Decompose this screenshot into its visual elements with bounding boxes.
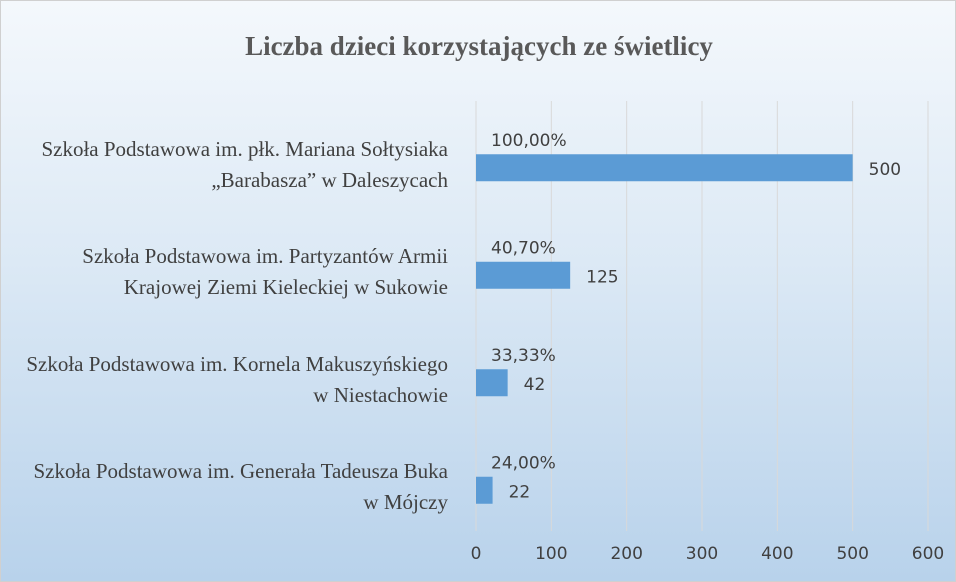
category-label: Szkoła Podstawowa im. Generała Tadeusza … [33,459,448,515]
category-label: Szkoła Podstawowa im. Partyzantów Armii … [82,244,448,300]
x-tick-label: 400 [761,544,793,564]
bar [476,369,508,397]
bar [476,154,853,182]
value-label: 500 [869,160,901,180]
bar [476,261,571,289]
chart-title: Liczba dzieci korzystających ze świetlic… [245,31,713,61]
x-tick-label: 100 [535,544,567,564]
annotation: 33,33% [491,346,556,366]
value-label: 22 [509,482,531,502]
annotation: 100,00% [491,131,567,151]
x-tick-label: 600 [912,544,944,564]
x-tick-label: 300 [686,544,718,564]
annotation: 24,00% [491,453,556,473]
x-tick-label: 200 [610,544,642,564]
value-label: 42 [524,375,546,395]
category-label: Szkoła Podstawowa im. płk. Mariana Sołty… [41,136,448,192]
value-label: 125 [586,267,618,287]
annotation: 40,70% [491,238,556,258]
category-label: Szkoła Podstawowa im. Kornela Makuszyńsk… [26,351,448,407]
bar [476,476,493,504]
x-tick-label: 0 [471,544,482,564]
x-tick-label: 500 [836,544,868,564]
